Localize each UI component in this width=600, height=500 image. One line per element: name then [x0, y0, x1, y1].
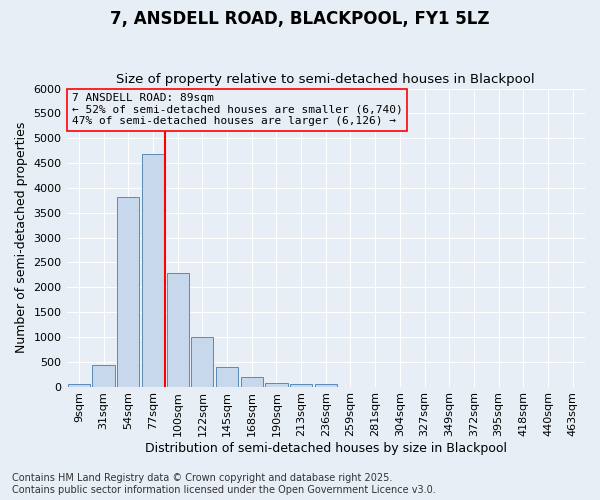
Bar	[241, 376, 263, 386]
Bar	[191, 337, 214, 386]
Bar	[265, 382, 287, 386]
Text: 7, ANSDELL ROAD, BLACKPOOL, FY1 5LZ: 7, ANSDELL ROAD, BLACKPOOL, FY1 5LZ	[110, 10, 490, 28]
Text: 7 ANSDELL ROAD: 89sqm
← 52% of semi-detached houses are smaller (6,740)
47% of s: 7 ANSDELL ROAD: 89sqm ← 52% of semi-deta…	[72, 93, 403, 126]
Text: Contains HM Land Registry data © Crown copyright and database right 2025.
Contai: Contains HM Land Registry data © Crown c…	[12, 474, 436, 495]
Y-axis label: Number of semi-detached properties: Number of semi-detached properties	[15, 122, 28, 354]
Bar	[92, 365, 115, 386]
Bar	[290, 384, 312, 386]
Bar	[216, 366, 238, 386]
Bar	[314, 384, 337, 386]
X-axis label: Distribution of semi-detached houses by size in Blackpool: Distribution of semi-detached houses by …	[145, 442, 507, 455]
Bar	[117, 197, 139, 386]
Bar	[68, 384, 90, 386]
Bar	[142, 154, 164, 386]
Bar	[167, 273, 189, 386]
Title: Size of property relative to semi-detached houses in Blackpool: Size of property relative to semi-detach…	[116, 73, 535, 86]
